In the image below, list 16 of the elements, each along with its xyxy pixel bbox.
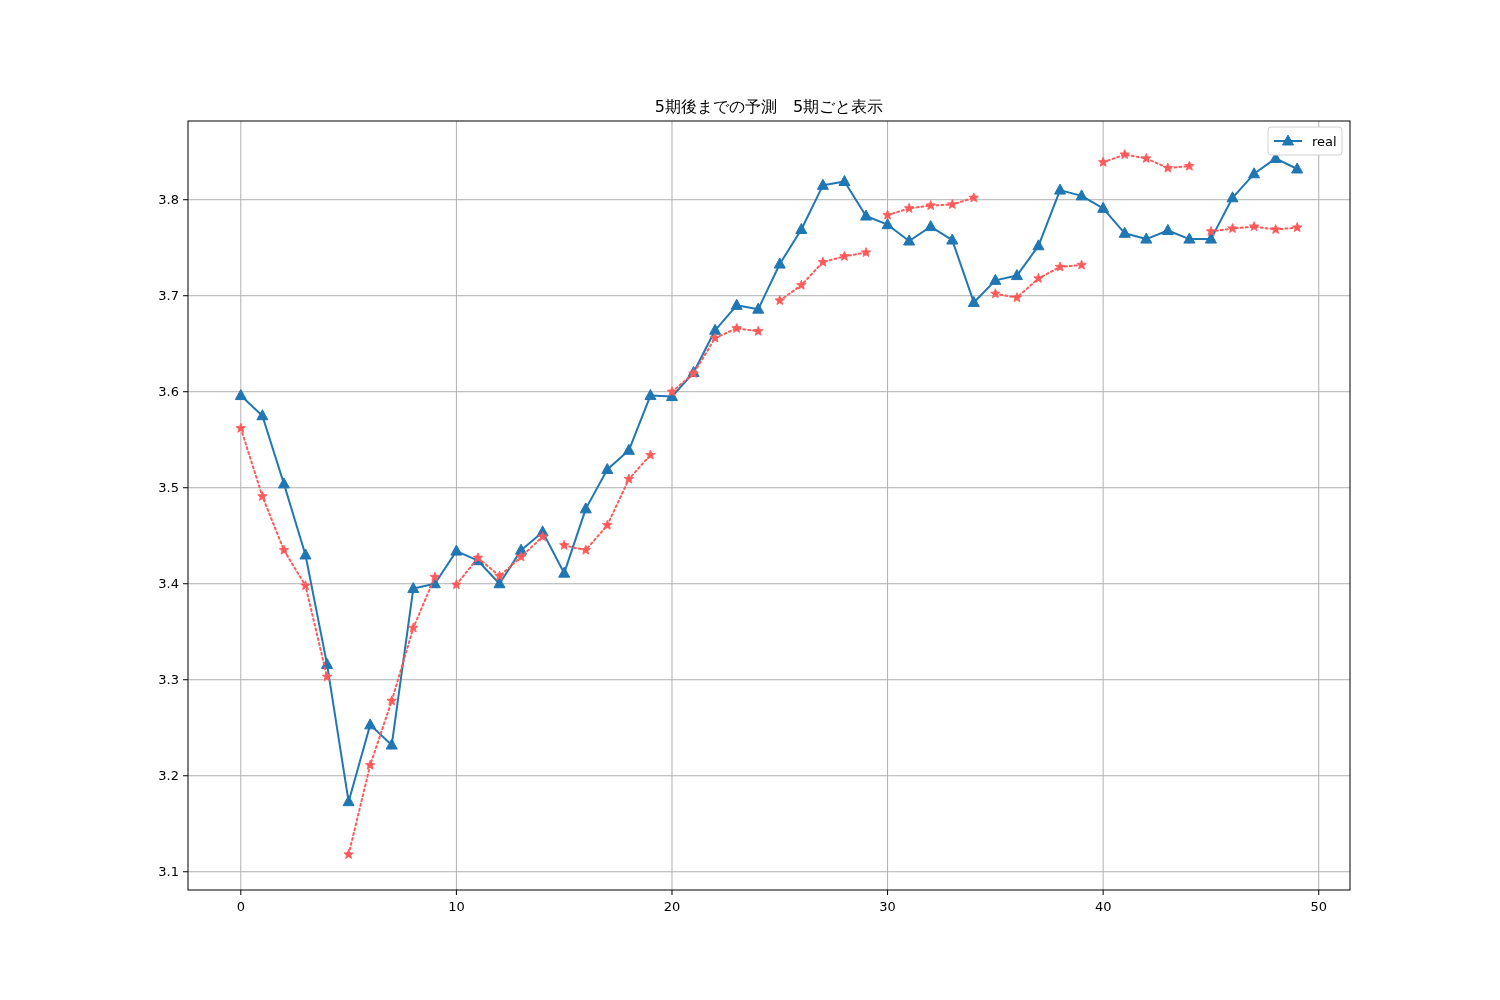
x-tick-label: 10 bbox=[448, 899, 465, 914]
x-tick-label: 0 bbox=[236, 899, 245, 914]
y-tick-label: 3.4 bbox=[158, 576, 179, 592]
y-tick-label: 3.2 bbox=[158, 768, 179, 784]
chart-title: 5期後までの予測 5期ごと表示 bbox=[654, 97, 884, 116]
y-tick-label: 3.7 bbox=[158, 288, 179, 304]
x-tick-label: 50 bbox=[1310, 899, 1328, 914]
x-tick-label: 20 bbox=[663, 899, 681, 914]
y-tick-label: 3.8 bbox=[158, 192, 179, 208]
legend-label: real bbox=[1312, 133, 1337, 149]
x-tick-label: 40 bbox=[1094, 899, 1112, 914]
y-tick-label: 3.1 bbox=[158, 864, 179, 880]
x-tick-label: 30 bbox=[879, 899, 896, 914]
y-tick-label: 3.3 bbox=[158, 672, 179, 688]
y-tick-label: 3.6 bbox=[158, 384, 179, 400]
y-tick-label: 3.5 bbox=[158, 480, 179, 496]
